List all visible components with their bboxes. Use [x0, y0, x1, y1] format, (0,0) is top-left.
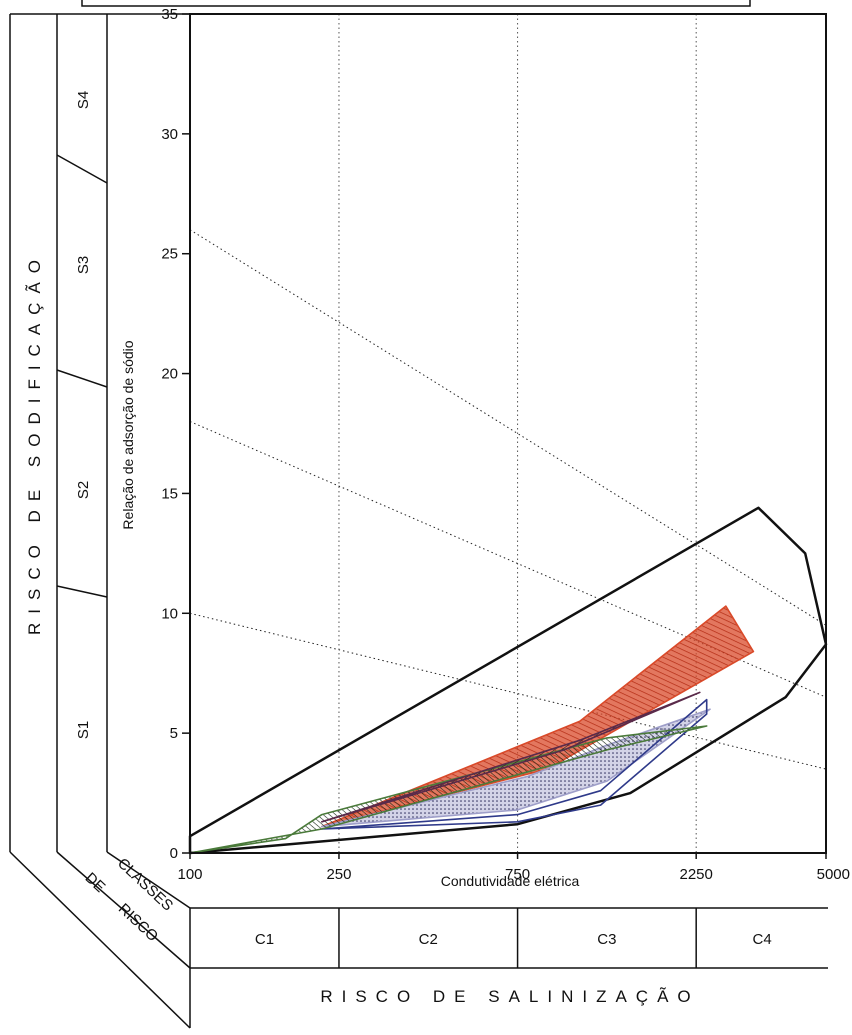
sodium-class-S2: S2 — [75, 481, 92, 499]
series-2-polygon — [320, 605, 755, 828]
x-tick-label-250: 250 — [326, 866, 351, 883]
x-axis-ticks: 100 250 750 2250 5000 — [177, 853, 850, 883]
y-tick-label-15: 15 — [161, 485, 178, 502]
sodium-class-S1: S1 — [75, 721, 92, 739]
series-3-polygon — [320, 708, 711, 828]
sodium-risk-title: RISCO DE SODIFICAÇÃO — [25, 251, 44, 635]
ylabel: Relação de adsorção de sódio — [120, 340, 136, 529]
sodium-boundary-3 — [189, 229, 827, 626]
legend-box-remnant — [81, 0, 751, 7]
risk-classes-label-line3: RISCO — [115, 900, 161, 945]
salinity-class-C3: C3 — [597, 931, 616, 948]
salinity-risk-panel — [189, 907, 828, 1028]
data-series — [188, 506, 828, 855]
salinity-class-C4: C4 — [752, 931, 771, 948]
sodium-class-boundaries — [189, 229, 827, 770]
x-tick-label-100: 100 — [177, 866, 202, 883]
risk-classes-label-line2: DE — [82, 869, 109, 896]
x-tick-label-750: 750 — [505, 866, 530, 883]
salinity-class-C1: C1 — [255, 931, 274, 948]
y-tick-label-35: 35 — [161, 6, 178, 23]
y-tick-label-25: 25 — [161, 246, 178, 263]
salinity-class-C2: C2 — [419, 931, 438, 948]
x-tick-label-5000: 5000 — [817, 866, 850, 883]
grid — [338, 14, 697, 853]
salinity-class-cells: C1 C2 C3 C4 — [255, 908, 772, 968]
series-5-polygon — [189, 725, 708, 854]
y-tick-label-10: 10 — [161, 605, 178, 622]
series-4-polygon — [320, 698, 708, 830]
plot-frame — [189, 13, 827, 854]
x-tick-label-2250: 2250 — [679, 866, 712, 883]
sodium-boundary-1 — [189, 612, 827, 770]
sodium-class-labels: S1 S2 S3 S4 — [75, 91, 92, 739]
salinity-risk-title: RISCO DE SALINIZAÇÃO — [320, 987, 699, 1006]
y-tick-label-20: 20 — [161, 366, 178, 383]
y-axis-ticks: 0 5 10 15 20 25 30 35 — [161, 6, 190, 862]
sodium-class-S4: S4 — [75, 91, 92, 109]
plot-area: 0 5 10 15 20 25 30 35 100 250 750 2250 5000 — [161, 6, 850, 883]
sodium-class-S3: S3 — [75, 256, 92, 274]
sodium-boundary-2 — [189, 421, 827, 698]
y-tick-label-0: 0 — [170, 845, 178, 862]
sodium-risk-panel — [9, 13, 191, 1029]
y-tick-label-30: 30 — [161, 126, 178, 143]
xlabel: Condutividade elétrica — [441, 873, 580, 889]
y-tick-label-5: 5 — [170, 725, 178, 742]
series-6-polygon — [320, 691, 701, 823]
